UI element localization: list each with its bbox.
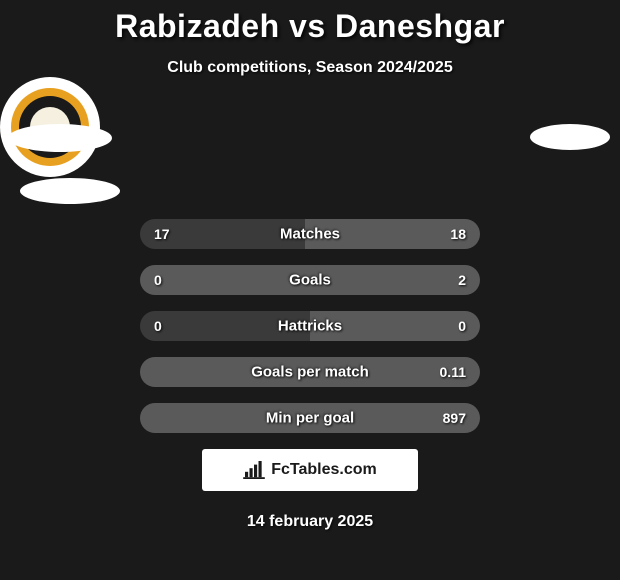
- attribution-link[interactable]: FcTables.com: [202, 449, 418, 491]
- stat-right-value: 897: [443, 410, 466, 426]
- stat-row-matches: 17 Matches 18: [140, 219, 480, 249]
- stat-label: Goals per match: [251, 364, 369, 381]
- comparison-card: Rabizadeh vs Daneshgar Club competitions…: [0, 0, 620, 531]
- subtitle: Club competitions, Season 2024/2025: [0, 59, 620, 77]
- bar-chart-icon: [243, 461, 265, 479]
- date-text: 14 february 2025: [0, 513, 620, 531]
- attribution-text: FcTables.com: [271, 461, 377, 479]
- stat-label: Hattricks: [278, 318, 342, 335]
- player1-badge-shape-2: [20, 178, 120, 204]
- stat-left-value: 17: [154, 226, 170, 242]
- stat-right-value: 2: [458, 272, 466, 288]
- stat-label: Goals: [289, 272, 331, 289]
- stat-row-hattricks: 0 Hattricks 0: [140, 311, 480, 341]
- player1-badge-shape-1: [8, 124, 112, 152]
- stat-left-value: 0: [154, 318, 162, 334]
- page-title: Rabizadeh vs Daneshgar: [0, 0, 620, 45]
- stat-right-value: 18: [450, 226, 466, 242]
- stat-left-value: 0: [154, 272, 162, 288]
- stat-row-goals-per-match: Goals per match 0.11: [140, 357, 480, 387]
- stat-row-goals: 0 Goals 2: [140, 265, 480, 295]
- stat-right-value: 0.11: [440, 364, 466, 380]
- stats-area: 17 Matches 18 0 Goals 2 0 Hattricks 0: [0, 219, 620, 433]
- player2-badge-shape-1: [530, 124, 610, 150]
- stat-label: Matches: [280, 226, 340, 243]
- stat-label: Min per goal: [266, 410, 354, 427]
- stat-right-value: 0: [458, 318, 466, 334]
- stat-row-min-per-goal: Min per goal 897: [140, 403, 480, 433]
